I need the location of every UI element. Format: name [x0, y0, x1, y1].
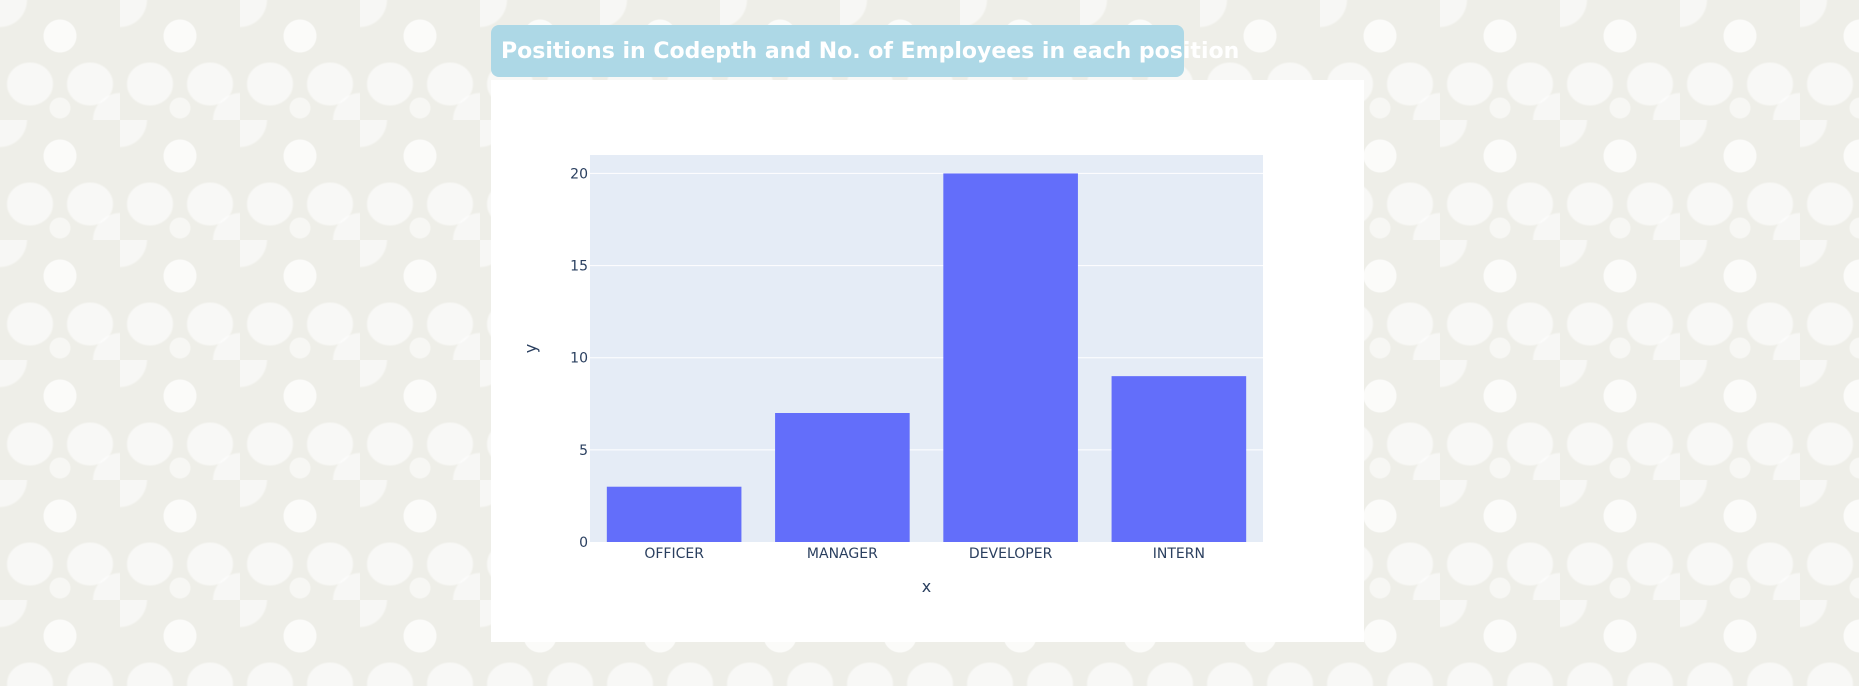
y-tick-label: 15	[570, 259, 588, 275]
y-tick-label: 10	[570, 351, 588, 367]
bar-manager[interactable]	[775, 413, 910, 542]
chart-title: Positions in Codepth and No. of Employee…	[501, 38, 1240, 64]
y-tick-labels: 0 5 10 15 20	[570, 166, 588, 551]
chart-title-banner: Positions in Codepth and No. of Employee…	[491, 25, 1239, 77]
y-tick-label: 0	[579, 535, 588, 551]
bar-officer[interactable]	[606, 486, 742, 542]
x-tick-label: OFFICER	[644, 546, 704, 562]
y-axis-title: y	[521, 344, 540, 353]
y-tick-label: 5	[579, 443, 588, 459]
bar-intern[interactable]	[1111, 376, 1247, 542]
x-tick-label: MANAGER	[807, 546, 878, 562]
x-tick-label: DEVELOPER	[969, 546, 1053, 562]
bar-developer[interactable]	[943, 173, 1078, 542]
chart-card: 0 5 10 15 20 OFFICER MANAGER DEVELOPER INTERN x…	[491, 80, 1364, 642]
bars	[606, 173, 1247, 542]
x-tick-labels: OFFICER MANAGER DEVELOPER INTERN	[644, 546, 1205, 562]
x-tick-label: INTERN	[1153, 546, 1205, 562]
y-tick-label: 20	[570, 166, 588, 182]
bar-chart: 0 5 10 15 20 OFFICER MANAGER DEVELOPER INTERN x…	[521, 155, 1263, 596]
x-axis-title: x	[922, 577, 931, 596]
